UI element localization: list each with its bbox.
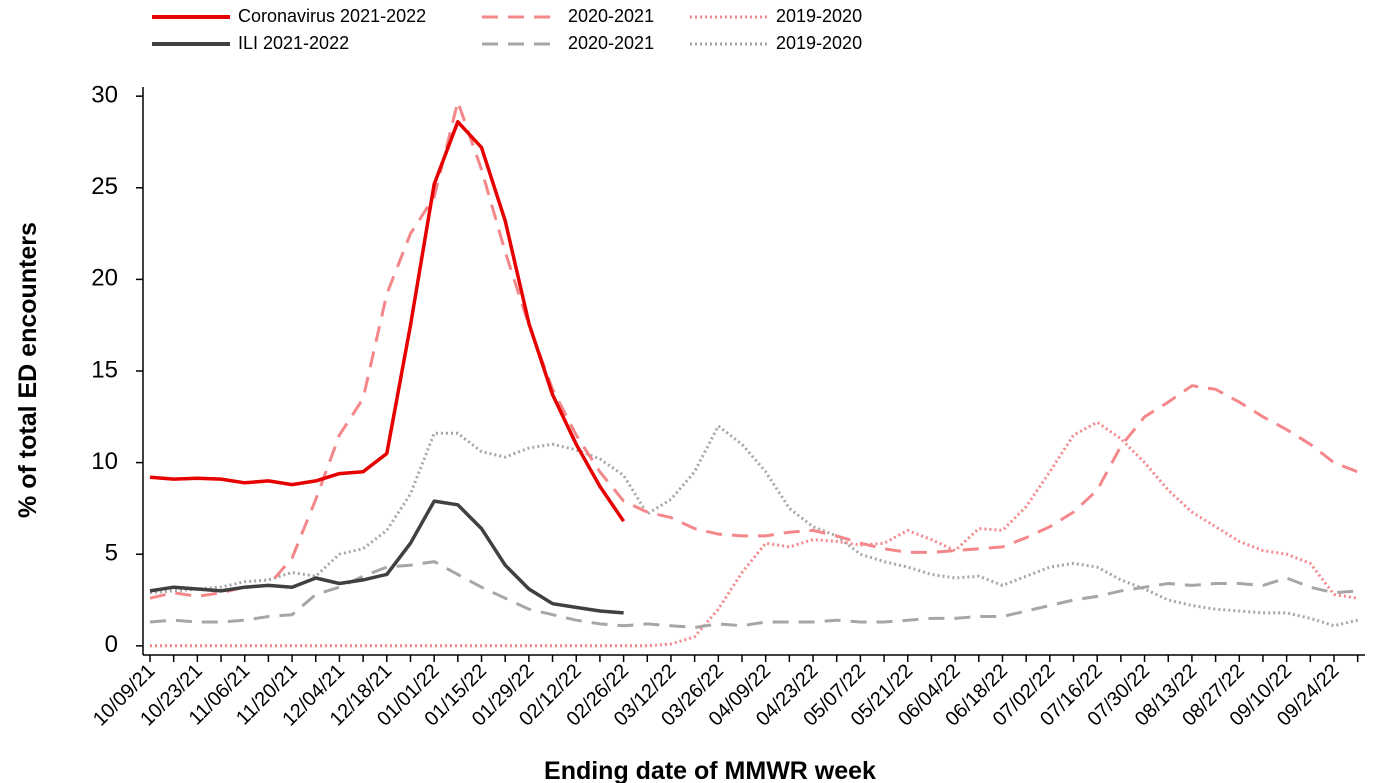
y-tick-label: 25 bbox=[91, 173, 118, 200]
series-line bbox=[149, 120, 626, 523]
y-tick-label: 10 bbox=[91, 448, 118, 475]
y-axis-title: % of total ED encounters bbox=[14, 222, 42, 518]
y-tick-label: 30 bbox=[91, 82, 118, 109]
legend-label: 2019-2020 bbox=[776, 33, 862, 53]
legend-label: 2019-2020 bbox=[776, 6, 862, 26]
series-line bbox=[149, 424, 1359, 628]
y-tick-label: 0 bbox=[105, 631, 118, 658]
series-line bbox=[149, 100, 1359, 600]
legend-label: ILI 2021-2022 bbox=[238, 33, 349, 53]
y-tick-label: 20 bbox=[91, 265, 118, 292]
series-line bbox=[149, 499, 624, 615]
series-line bbox=[149, 560, 1358, 629]
y-tick-label: 15 bbox=[91, 356, 118, 383]
legend-label: 2020-2021 bbox=[568, 33, 654, 53]
x-axis-title: Ending date of MMWR week bbox=[544, 757, 876, 783]
legend-label: 2020-2021 bbox=[568, 6, 654, 26]
y-tick-label: 5 bbox=[105, 540, 118, 567]
series-line bbox=[150, 420, 1358, 648]
legend-label: Coronavirus 2021-2022 bbox=[238, 6, 426, 26]
